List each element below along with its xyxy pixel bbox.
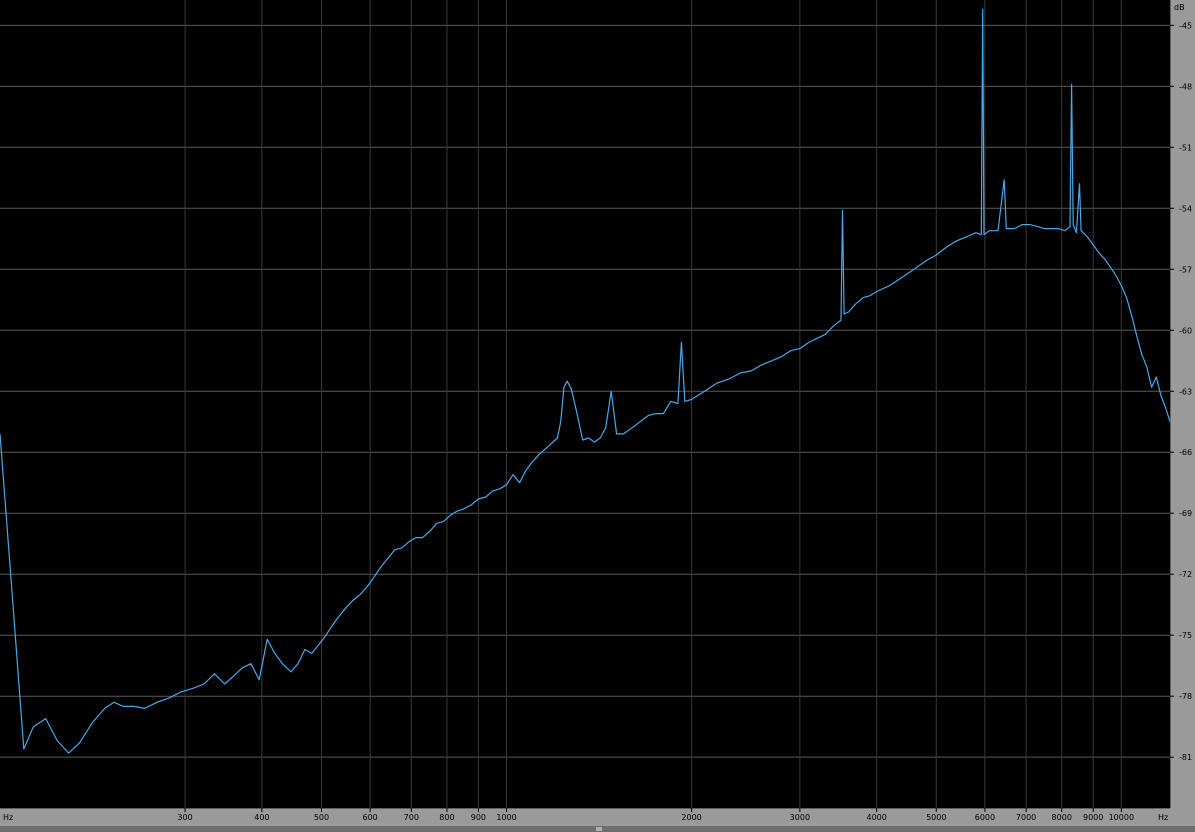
x-tick-label: 2000 xyxy=(681,813,701,822)
y-tick-label: -81 xyxy=(1179,753,1192,762)
x-tick-label: 4000 xyxy=(866,813,886,822)
x-tick-label: 300 xyxy=(177,813,192,822)
status-bar xyxy=(0,826,1195,832)
y-tick-label: -51 xyxy=(1179,143,1192,152)
axis-corner xyxy=(1170,808,1195,826)
y-tick-label: -78 xyxy=(1179,692,1192,701)
y-tick-label: -54 xyxy=(1179,204,1192,213)
y-tick-label: -60 xyxy=(1179,326,1192,335)
y-tick-label: -72 xyxy=(1179,570,1192,579)
x-tick-label: 6000 xyxy=(975,813,995,822)
y-tick-label: -48 xyxy=(1179,82,1192,91)
y-tick-label: -66 xyxy=(1179,448,1192,457)
x-axis-panel xyxy=(0,808,1170,827)
x-tick-label: 600 xyxy=(362,813,377,822)
x-tick-label: 800 xyxy=(439,813,454,822)
x-tick-label: 3000 xyxy=(790,813,810,822)
x-tick-label: 8000 xyxy=(1052,813,1072,822)
x-tick-label: 400 xyxy=(254,813,269,822)
x-tick-label: 10000 xyxy=(1109,813,1134,822)
x-tick-label: 5000 xyxy=(926,813,946,822)
x-tick-label: 900 xyxy=(471,813,486,822)
x-unit-label-left: Hz xyxy=(3,813,13,822)
y-tick-label: -57 xyxy=(1179,265,1192,274)
y-tick-label: -75 xyxy=(1179,631,1192,640)
x-unit-label-right: Hz xyxy=(1158,813,1168,822)
x-tick-label: 9000 xyxy=(1083,813,1103,822)
x-tick-label: 1000 xyxy=(496,813,516,822)
y-tick-label: -63 xyxy=(1179,387,1192,396)
resize-grip[interactable] xyxy=(596,827,602,831)
y-tick-label: -45 xyxy=(1179,21,1192,30)
y-unit-label: dB xyxy=(1174,3,1185,12)
x-tick-label: 7000 xyxy=(1016,813,1036,822)
x-tick-label: 700 xyxy=(404,813,419,822)
y-tick-label: -69 xyxy=(1179,509,1192,518)
spectrum-line xyxy=(0,8,1171,754)
x-tick-label: 500 xyxy=(314,813,329,822)
y-axis-panel xyxy=(1170,0,1195,808)
